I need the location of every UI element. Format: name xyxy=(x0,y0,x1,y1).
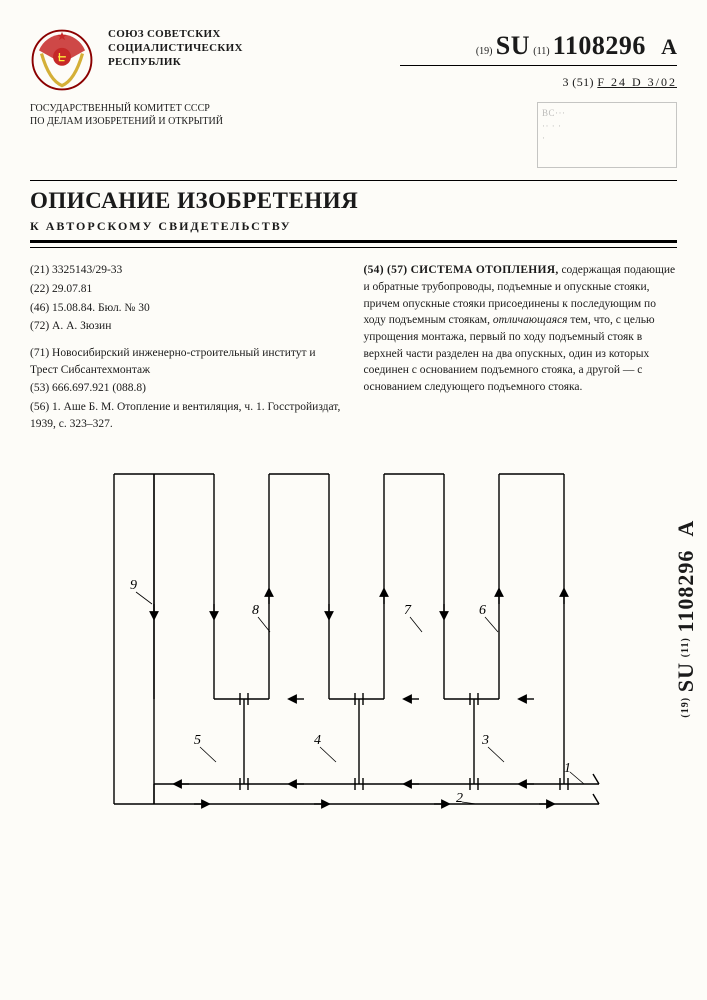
union-name: СОЮЗ СОВЕТСКИХ СОЦИАЛИСТИЧЕСКИХ РЕСПУБЛИ… xyxy=(108,28,386,69)
side-country: SU xyxy=(673,662,698,692)
class-code: F 24 D 3/02 xyxy=(597,75,677,89)
side-prefix-11: (11) xyxy=(680,637,691,657)
figure-wrap: 9 8 7 6 5 4 3 1 2 xyxy=(30,454,677,854)
union-line1: СОЮЗ СОВЕТСКИХ xyxy=(108,28,386,42)
field-56: (56) 1. Аше Б. М. Отопление и вентиляция… xyxy=(30,399,344,432)
state-emblem xyxy=(30,28,94,92)
pub-country: SU xyxy=(496,31,530,60)
field-72: (72) А. А. Зюзин xyxy=(30,318,344,335)
committee-row: ГОСУДАРСТВЕННЫЙ КОМИТЕТ СССР ПО ДЕЛАМ ИЗ… xyxy=(30,102,677,168)
committee-line2: ПО ДЕЛАМ ИЗОБРЕТЕНИЙ И ОТКРЫТИЙ xyxy=(30,115,223,128)
side-number: 1108296 xyxy=(673,550,698,633)
class-prefix: 3 (51) xyxy=(563,75,594,89)
side-publication-code: (19) SU (11) 1108296 A xyxy=(671,520,701,718)
svg-text:7: 7 xyxy=(404,603,412,618)
svg-text:4: 4 xyxy=(314,733,321,748)
right-column-abstract: (54) (57) СИСТЕМА ОТОПЛЕНИЯ, содержащая … xyxy=(364,262,678,434)
committee-name: ГОСУДАРСТВЕННЫЙ КОМИТЕТ СССР ПО ДЕЛАМ ИЗ… xyxy=(30,102,223,128)
left-column: (21) 3325143/29-33 (22) 29.07.81 (46) 15… xyxy=(30,262,344,434)
committee-line1: ГОСУДАРСТВЕННЫЙ КОМИТЕТ СССР xyxy=(30,102,223,115)
side-prefix-19: (19) xyxy=(680,697,691,718)
registry-stamp: ВС····· · ·· xyxy=(537,102,677,168)
pub-number: 1108296 xyxy=(553,31,646,60)
field-71: (71) Новосибирский инженерно-строительны… xyxy=(30,345,344,378)
union-line3: РЕСПУБЛИК xyxy=(108,56,386,70)
document-subtitle: К АВТОРСКОМУ СВИДЕТЕЛЬСТВУ xyxy=(30,218,677,234)
svg-text:3: 3 xyxy=(481,733,489,748)
pub-prefix-11: (11) xyxy=(533,46,549,57)
pub-prefix-19: (19) xyxy=(476,46,493,57)
svg-text:9: 9 xyxy=(130,578,137,593)
side-kind: A xyxy=(673,520,698,537)
publication-number-block: (19) SU (11) 1108296 A 3 (51) F 24 D 3/0… xyxy=(400,28,678,90)
title-block: ОПИСАНИЕ ИЗОБРЕТЕНИЯ К АВТОРСКОМУ СВИДЕТ… xyxy=(30,180,677,248)
document-header: СОЮЗ СОВЕТСКИХ СОЦИАЛИСТИЧЕСКИХ РЕСПУБЛИ… xyxy=(30,28,677,92)
svg-text:6: 6 xyxy=(479,603,486,618)
svg-text:2: 2 xyxy=(456,791,463,806)
field-53: (53) 666.697.921 (088.8) xyxy=(30,380,344,397)
abstract-title: (54) (57) СИСТЕМА ОТОПЛЕНИЯ, xyxy=(364,264,559,276)
union-line2: СОЦИАЛИСТИЧЕСКИХ xyxy=(108,42,386,56)
heating-system-diagram: 9 8 7 6 5 4 3 1 2 xyxy=(94,454,614,854)
abstract-italic: отличающаяся xyxy=(493,314,568,326)
pub-kind: A xyxy=(661,34,677,59)
svg-text:1: 1 xyxy=(564,761,571,776)
field-46: (46) 15.08.84. Бюл. № 30 xyxy=(30,300,344,317)
field-21: (21) 3325143/29-33 xyxy=(30,262,344,279)
bibliographic-columns: (21) 3325143/29-33 (22) 29.07.81 (46) 15… xyxy=(30,262,677,434)
svg-text:8: 8 xyxy=(252,603,259,618)
field-22: (22) 29.07.81 xyxy=(30,281,344,298)
svg-text:5: 5 xyxy=(194,733,201,748)
document-title: ОПИСАНИЕ ИЗОБРЕТЕНИЯ xyxy=(30,185,677,216)
ipc-class: 3 (51) F 24 D 3/02 xyxy=(400,74,678,90)
